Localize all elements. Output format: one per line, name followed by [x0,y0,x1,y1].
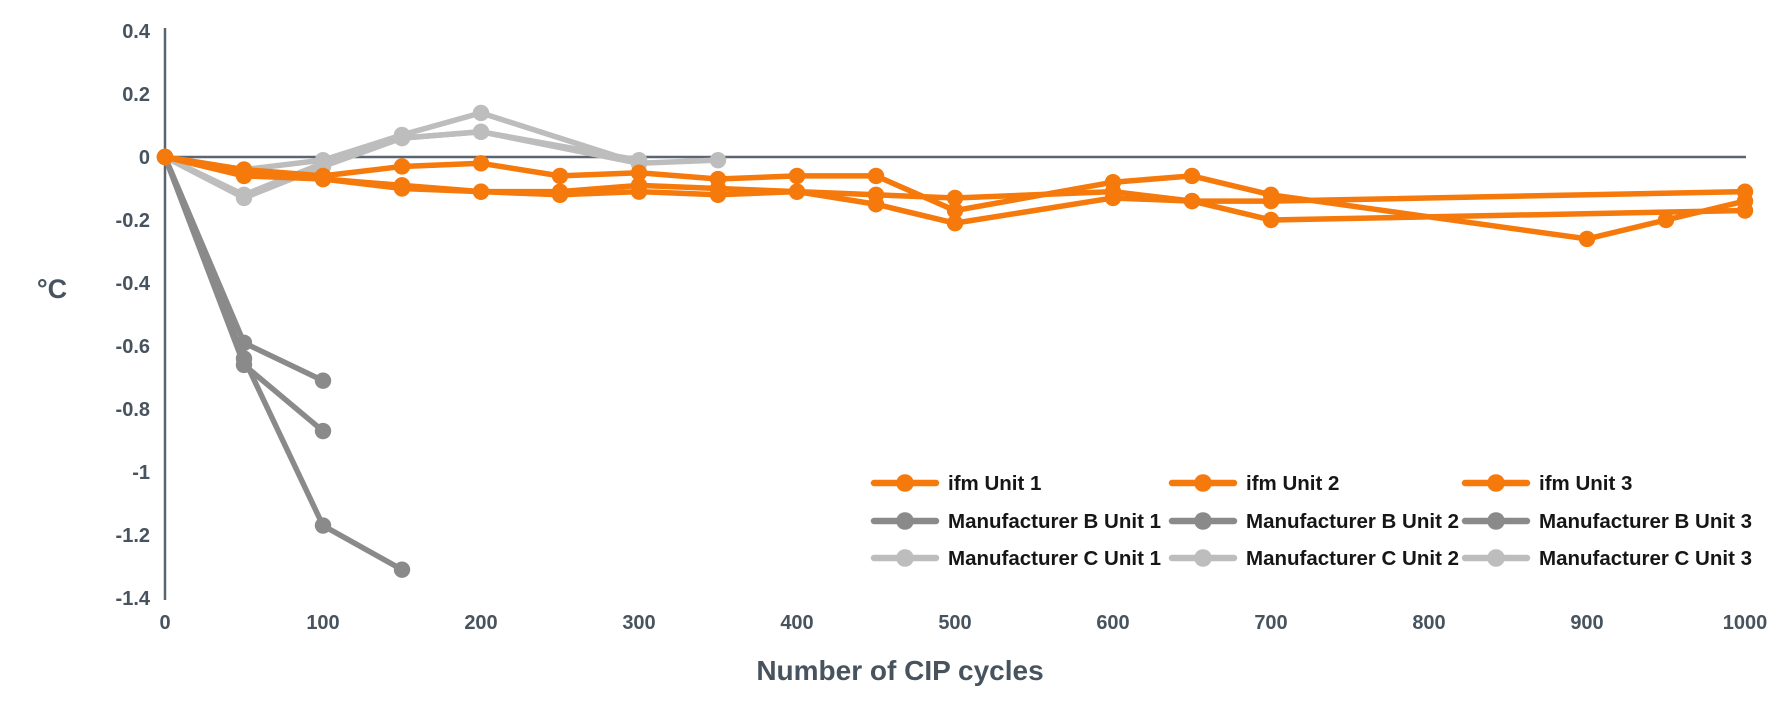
y-axis-title: °C [37,274,67,304]
legend-label: ifm Unit 2 [1246,472,1339,495]
data-point-marker [946,202,964,219]
data-point-marker [235,189,253,207]
y-tick-label: 0.2 [122,84,150,106]
x-axis-title: Number of CIP cycles [756,655,1043,686]
legend-item-manufacturer-c-unit-1: Manufacturer C Unit 1 [870,547,1161,570]
y-tick-label: -0.8 [116,399,150,421]
legend-item-manufacturer-b-unit-3: Manufacturer B Unit 3 [1461,510,1752,533]
data-point-marker [1183,192,1201,210]
legend-marker-dot [1194,512,1212,530]
y-tick-label: -0.6 [116,336,150,358]
data-point-marker [393,180,411,197]
legend-marker-dot [1487,549,1505,567]
data-point-marker [472,183,490,200]
legend-label: Manufacturer C Unit 3 [1539,547,1752,570]
legend-marker-dot [1194,549,1212,567]
data-point-marker [1104,183,1122,200]
x-tick-label: 100 [306,612,339,634]
y-tick-label: -1.4 [116,588,151,610]
y-tick-label: -1 [132,462,150,484]
y-tick-label: -1.2 [116,525,150,547]
data-series [156,104,1754,578]
data-point-marker [788,183,806,200]
series-ifm-unit-3 [156,148,1754,210]
x-tick-label: 500 [938,612,971,634]
legend-marker-dot [896,474,914,492]
data-point-marker [1262,211,1280,229]
legend-marker-dot [896,549,914,567]
x-tick-label: 800 [1412,612,1445,634]
data-point-marker [1736,202,1754,219]
y-axis-tick-labels: 0.4 0.2 0 -0.2 -0.4 -0.6 -0.8 -1 -1.2 -1.4 [116,21,151,610]
y-tick-label: 0 [139,147,150,169]
data-point-marker [1578,230,1596,248]
x-tick-label: 600 [1096,612,1129,634]
legend-label: Manufacturer C Unit 1 [948,547,1161,570]
legend-label: ifm Unit 3 [1539,472,1632,495]
y-tick-label: -0.4 [116,273,151,295]
data-point-marker [393,158,411,175]
data-point-marker [472,104,490,122]
legend-item-manufacturer-b-unit-1: Manufacturer B Unit 1 [870,510,1161,533]
data-point-marker [630,183,648,200]
legend-item-ifm-unit-2: ifm Unit 2 [1168,472,1339,495]
data-point-marker [314,422,332,440]
data-point-marker [393,561,411,578]
legend-item-ifm-unit-3: ifm Unit 3 [1461,472,1632,495]
x-tick-label: 0 [159,612,170,634]
data-point-marker [314,372,332,389]
data-point-marker [235,350,253,367]
legend-marker-dot [1487,474,1505,492]
data-point-marker [393,129,411,147]
data-point-marker [472,123,490,140]
data-point-marker [1183,167,1201,185]
legend-marker-dot [896,512,914,530]
data-point-marker [630,164,648,181]
legend-label: Manufacturer B Unit 3 [1539,510,1752,533]
x-tick-label: 300 [622,612,655,634]
data-point-marker [551,167,569,185]
data-point-marker [709,186,727,203]
legend-label: ifm Unit 1 [948,472,1041,495]
x-tick-label: 200 [464,612,497,634]
x-axis-tick-labels: 0 100 200 300 400 500 600 700 800 900 1000 [159,612,1767,634]
data-point-marker [867,167,885,185]
chart-legend: ifm Unit 1 ifm Unit 2 ifm Unit 3 Manufactur… [870,472,1752,570]
legend-label: Manufacturer B Unit 2 [1246,510,1459,533]
x-tick-label: 700 [1254,612,1287,634]
data-point-marker [1262,192,1280,210]
legend-label: Manufacturer C Unit 2 [1246,547,1459,570]
series-line [162,154,405,573]
data-point-marker [551,186,569,203]
data-point-marker [1657,211,1675,229]
legend-label: Manufacturer B Unit 1 [948,510,1161,533]
data-point-marker [472,155,490,172]
data-point-marker [946,214,964,232]
data-point-marker [709,151,727,169]
legend-item-manufacturer-c-unit-2: Manufacturer C Unit 2 [1168,547,1459,570]
series-line [162,129,642,201]
y-tick-label: -0.2 [116,210,150,232]
data-point-marker [314,170,332,188]
legend-item-ifm-unit-1: ifm Unit 1 [870,472,1041,495]
legend-item-manufacturer-c-unit-3: Manufacturer C Unit 3 [1461,547,1752,570]
legend-marker-dot [1194,474,1212,492]
data-point-marker [788,167,806,185]
data-point-marker [1736,183,1754,200]
x-tick-label: 400 [780,612,813,634]
data-point-marker [235,167,253,185]
x-tick-label: 900 [1570,612,1603,634]
x-tick-label: 1000 [1723,612,1768,634]
data-point-marker [946,189,964,207]
data-point-marker [156,148,174,166]
legend-marker-dot [1487,512,1505,530]
legend-item-manufacturer-b-unit-2: Manufacturer B Unit 2 [1168,510,1459,533]
data-point-marker [314,517,332,534]
data-point-marker [867,186,885,203]
y-tick-label: 0.4 [122,21,151,43]
